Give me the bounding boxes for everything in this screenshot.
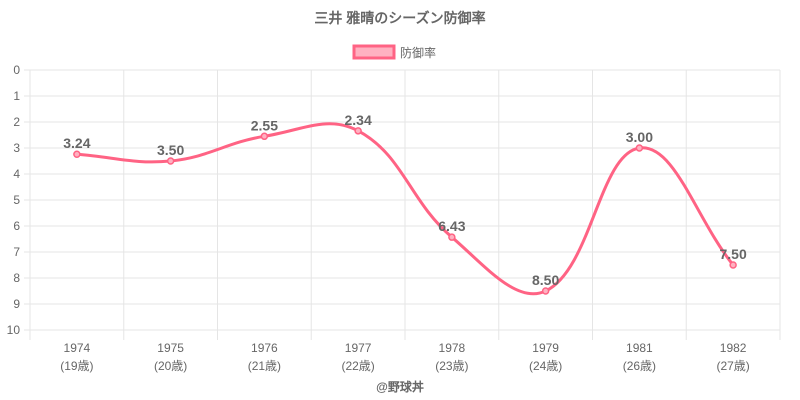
- chart-title: 三井 雅晴のシーズン防御率: [314, 10, 485, 26]
- y-tick-label: 5: [13, 193, 20, 207]
- y-tick-label: 2: [13, 115, 20, 129]
- data-point: [635, 144, 644, 152]
- x-tick-label: 1975: [157, 341, 184, 355]
- data-point: [73, 150, 81, 158]
- x-tick-sublabel: (24歳): [529, 359, 562, 373]
- data-point: [260, 132, 269, 141]
- x-tick-sublabel: (22歳): [341, 359, 374, 373]
- data-label: 6.43: [438, 218, 465, 234]
- x-tick-label: 1976: [251, 341, 278, 355]
- data-point: [448, 233, 456, 241]
- data-label: 2.55: [251, 117, 278, 133]
- x-tick-sublabel: (21歳): [248, 359, 281, 373]
- y-tick-label: 3: [13, 141, 20, 155]
- y-tick-label: 8: [13, 271, 20, 285]
- y-tick-label: 9: [13, 297, 20, 311]
- y-tick-label: 7: [13, 245, 20, 259]
- data-label: 3.50: [157, 142, 184, 158]
- x-tick-label: 1978: [439, 341, 466, 355]
- x-tick-sublabel: (27歳): [716, 359, 749, 373]
- legend-label: 防御率: [400, 45, 436, 60]
- data-point: [729, 261, 737, 269]
- x-tick-sublabel: (20歳): [154, 359, 187, 373]
- x-tick-label: 1979: [532, 341, 559, 355]
- x-tick-label: 1974: [64, 341, 91, 355]
- data-label: 3.00: [626, 129, 653, 145]
- x-tick-label: 1981: [626, 341, 653, 355]
- x-tick-sublabel: (19歳): [60, 359, 93, 373]
- data-label: 7.50: [720, 246, 747, 262]
- data-point: [541, 287, 550, 295]
- data-point: [354, 127, 362, 135]
- x-tick-label: 1982: [720, 341, 747, 355]
- data-point: [166, 157, 175, 165]
- y-tick-label: 6: [13, 219, 20, 233]
- legend-swatch: [352, 44, 396, 60]
- footer-credit: @野球丼: [376, 379, 424, 394]
- y-tick-label: 10: [7, 323, 21, 337]
- y-tick-label: 1: [13, 89, 20, 103]
- data-label: 8.50: [532, 272, 559, 288]
- y-tick-label: 0: [13, 63, 20, 77]
- data-label: 3.24: [63, 135, 90, 151]
- legend[interactable]: 防御率: [352, 44, 436, 60]
- data-label: 2.34: [345, 112, 372, 128]
- x-tick-sublabel: (23歳): [435, 359, 468, 373]
- x-tick-sublabel: (26歳): [623, 359, 656, 373]
- y-tick-label: 4: [13, 167, 20, 181]
- x-tick-label: 1977: [345, 341, 372, 355]
